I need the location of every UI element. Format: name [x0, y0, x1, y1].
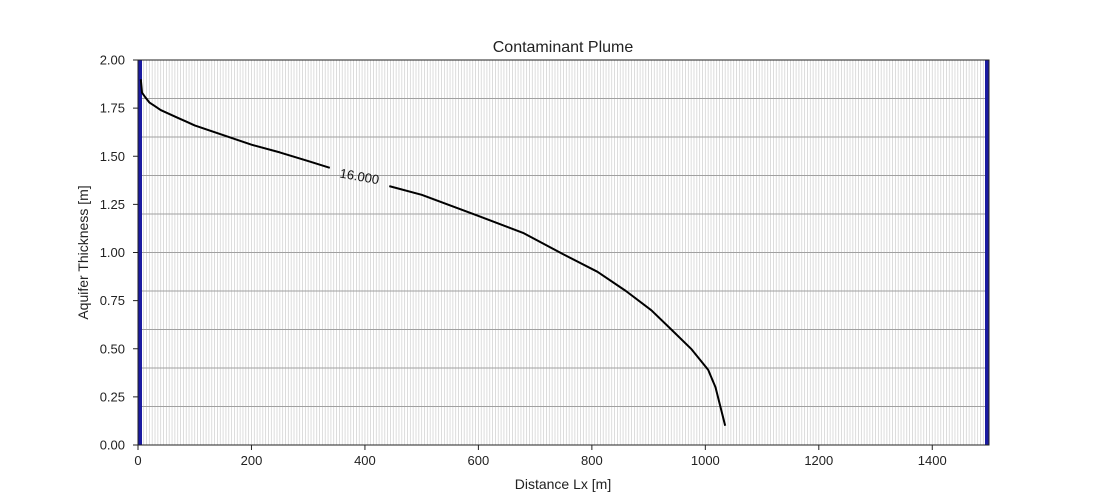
x-tick-label: 1000: [691, 453, 720, 468]
chart-title: Contaminant Plume: [493, 39, 634, 56]
grid-layer: [138, 60, 989, 445]
boundary-bar: [138, 60, 142, 445]
x-axis-ticks: 0 200 400 600 800 1000 1200 1400: [134, 445, 947, 468]
y-tick-label: 1.75: [100, 101, 125, 116]
contour-level-label: 16.000: [339, 166, 381, 188]
x-tick-label: 200: [241, 453, 263, 468]
y-tick-label: 1.00: [100, 245, 125, 260]
y-tick-label: 0.50: [100, 341, 125, 356]
y-axis-label: Aquifer Thickness [m]: [75, 185, 91, 319]
y-tick-label: 2.00: [100, 53, 125, 68]
y-tick-label: 1.50: [100, 149, 125, 164]
x-tick-label: 1200: [804, 453, 833, 468]
x-axis-label: Distance Lx [m]: [515, 476, 611, 492]
y-tick-label: 1.25: [100, 197, 125, 212]
contour-line: [139, 79, 331, 169]
x-tick-label: 400: [354, 453, 376, 468]
contour-line: [389, 185, 727, 427]
boundary-bar: [985, 60, 989, 445]
y-tick-label: 0.75: [100, 293, 125, 308]
y-tick-label: 0.00: [100, 438, 125, 453]
y-tick-label: 0.25: [100, 389, 125, 404]
x-tick-label: 600: [468, 453, 490, 468]
y-axis-ticks: 0.00 0.25 0.50 0.75 1.00 1.25 1.50 1.75 2.00: [100, 53, 138, 453]
contour-layer: 16.000: [139, 79, 727, 427]
x-tick-label: 0: [134, 453, 141, 468]
x-tick-label: 1400: [918, 453, 947, 468]
boundary-layer: [138, 60, 989, 445]
x-tick-label: 800: [581, 453, 603, 468]
